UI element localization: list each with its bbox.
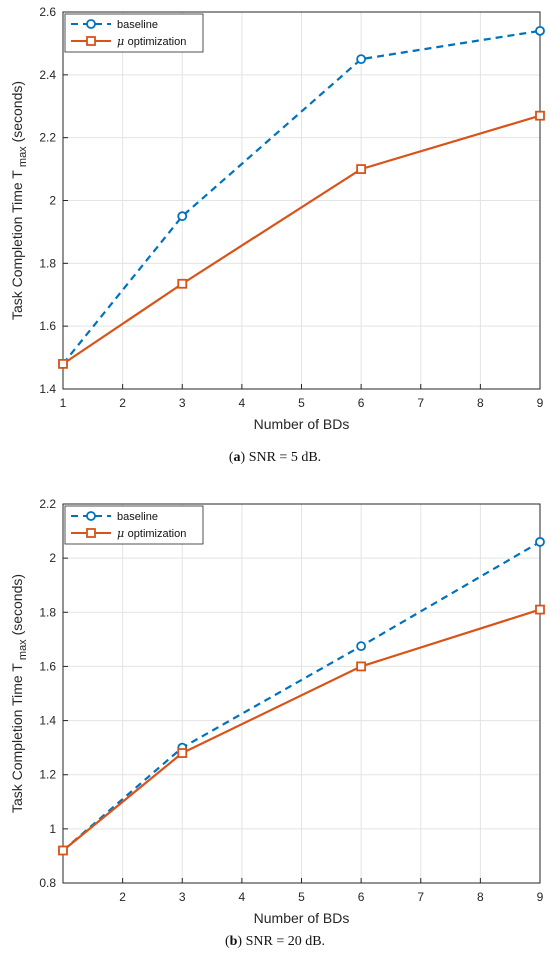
caption-a: (a) SNR = 5 dB. bbox=[228, 450, 322, 465]
x-axis-title: Number of BDs bbox=[254, 910, 350, 926]
x-tick-label: 5 bbox=[298, 890, 305, 904]
y-tick-label: 1.6 bbox=[39, 659, 56, 673]
series-line-baseline bbox=[62, 29, 541, 365]
caption-b-text: SNR = 20 dB. bbox=[245, 934, 326, 949]
caption-a-text: SNR = 5 dB. bbox=[248, 450, 322, 465]
x-tick-label: 8 bbox=[477, 890, 484, 904]
legend-label: μ optimization bbox=[117, 527, 186, 540]
caption-b-label: b bbox=[229, 934, 238, 949]
y-axis-title: Task Completion Time T max (seconds) bbox=[9, 574, 29, 813]
data-point-optimization bbox=[356, 661, 367, 672]
y-tick-label: 2 bbox=[49, 194, 56, 208]
y-tick-label: 0.8 bbox=[39, 876, 56, 890]
x-tick-label: 2 bbox=[119, 396, 126, 410]
legend-marker bbox=[86, 19, 96, 29]
x-tick-label: 4 bbox=[239, 890, 246, 904]
legend-label: μ optimization bbox=[117, 35, 186, 48]
y-tick-label: 1.4 bbox=[39, 382, 56, 396]
y-tick-label: 1.6 bbox=[39, 319, 56, 333]
data-point-baseline bbox=[535, 537, 545, 547]
x-tick-label: 7 bbox=[417, 396, 424, 410]
data-point-optimization bbox=[58, 358, 68, 369]
x-axis-title: Number of BDs bbox=[254, 416, 350, 432]
data-point-optimization bbox=[356, 164, 367, 174]
y-axis-title: Task Completion Time T max (seconds) bbox=[9, 81, 29, 320]
x-tick-label: 8 bbox=[477, 396, 484, 410]
legend-marker bbox=[86, 36, 96, 46]
y-tick-label: 1.4 bbox=[39, 714, 56, 728]
y-tick-label: 2.2 bbox=[39, 497, 56, 511]
series-line-optimization bbox=[62, 114, 541, 365]
legend-label: baseline bbox=[117, 511, 158, 523]
x-tick-label: 6 bbox=[358, 890, 365, 904]
y-tick-label: 1.2 bbox=[39, 768, 56, 782]
x-tick-label: 9 bbox=[537, 890, 544, 904]
legend-marker bbox=[86, 528, 96, 538]
x-tick-label: 9 bbox=[537, 396, 544, 410]
data-point-optimization bbox=[58, 845, 68, 856]
legend-label: baseline bbox=[117, 19, 158, 31]
y-tick-label: 1.8 bbox=[39, 605, 56, 619]
data-point-optimization bbox=[535, 604, 545, 615]
x-tick-label: 3 bbox=[179, 890, 186, 904]
x-tick-label: 5 bbox=[298, 396, 305, 410]
y-tick-label: 1 bbox=[49, 822, 56, 836]
figure-a: 1 2 3 4 5 6 7 8 9 1.4 1.6 1.8 2 2.2 2.4 2.6 Number of BD… bbox=[0, 0, 550, 480]
data-point-baseline bbox=[177, 211, 188, 222]
x-tick-label: 3 bbox=[179, 396, 186, 410]
data-point-baseline bbox=[356, 641, 367, 652]
x-tick-label: 6 bbox=[358, 396, 365, 410]
data-point-baseline bbox=[535, 25, 545, 36]
caption-b: (b) SNR = 20 dB. bbox=[224, 934, 326, 949]
y-tick-label: 2.2 bbox=[39, 131, 56, 145]
x-tick-label: 4 bbox=[239, 396, 246, 410]
data-point-optimization bbox=[177, 748, 188, 758]
chart-snr-20db: 2 3 4 5 6 7 8 9 0.8 1 1.2 1.4 1.6 1.8 2 2.2 Number of BD… bbox=[9, 497, 545, 926]
x-tick-label: 1 bbox=[60, 396, 67, 410]
legend-marker bbox=[86, 511, 96, 521]
data-point-optimization bbox=[177, 278, 188, 289]
x-tick-label: 7 bbox=[417, 890, 424, 904]
y-tick-label: 2.6 bbox=[39, 5, 56, 19]
y-tick-label: 1.8 bbox=[39, 256, 56, 270]
x-tick-label: 2 bbox=[119, 890, 126, 904]
y-tick-label: 2 bbox=[49, 551, 56, 565]
data-point-optimization bbox=[535, 110, 545, 121]
series-line-baseline bbox=[62, 540, 541, 852]
y-tick-label: 2.4 bbox=[39, 68, 56, 82]
caption-a-label: a bbox=[233, 450, 241, 465]
series-line-optimization bbox=[62, 608, 541, 852]
chart-snr-5db: 1 2 3 4 5 6 7 8 9 1.4 1.6 1.8 2 2.2 2.4 2.6 Number of BD… bbox=[9, 5, 545, 432]
data-point-baseline bbox=[356, 54, 367, 65]
figure-b: 2 3 4 5 6 7 8 9 0.8 1 1.2 1.4 1.6 1.8 2 2.2 Number of BD… bbox=[0, 482, 550, 962]
